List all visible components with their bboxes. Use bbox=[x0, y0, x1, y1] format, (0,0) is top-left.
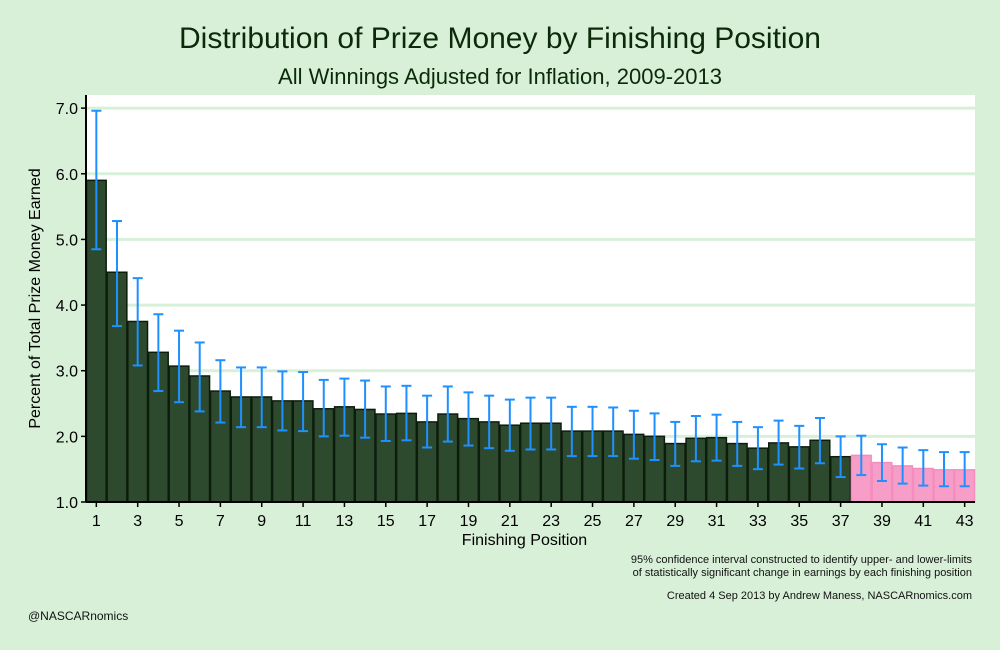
x-tick-label: 39 bbox=[873, 513, 891, 530]
chart-title: Distribution of Prize Money by Finishing… bbox=[179, 22, 821, 55]
error-bar bbox=[318, 378, 329, 438]
x-tick-label: 13 bbox=[336, 513, 354, 530]
x-tick-label: 19 bbox=[460, 513, 478, 530]
error-bar bbox=[277, 370, 288, 432]
error-bar bbox=[525, 396, 536, 451]
x-tick-label: 35 bbox=[790, 513, 808, 530]
created-credit: Created 4 Sep 2013 by Andrew Maness, NAS… bbox=[666, 590, 972, 602]
error-bar bbox=[132, 277, 143, 367]
x-tick-label: 15 bbox=[377, 513, 395, 530]
error-bar bbox=[711, 413, 722, 462]
x-tick-label: 29 bbox=[666, 513, 684, 530]
error-bar bbox=[587, 405, 598, 458]
error-bar bbox=[794, 424, 805, 470]
x-axis-label: Finishing Position bbox=[462, 532, 587, 549]
error-bar bbox=[442, 385, 453, 443]
error-bar bbox=[918, 449, 929, 487]
x-tick-label: 3 bbox=[133, 513, 142, 530]
error-bar bbox=[856, 434, 867, 477]
error-bar bbox=[608, 406, 619, 458]
y-tick-label: 3.0 bbox=[56, 364, 78, 381]
error-bar bbox=[649, 412, 660, 461]
y-tick-label: 5.0 bbox=[56, 232, 78, 249]
twitter-handle: @NASCARnomics bbox=[28, 609, 129, 623]
error-bar bbox=[876, 443, 887, 482]
error-bar bbox=[628, 409, 639, 460]
error-bar bbox=[732, 420, 743, 467]
error-bar bbox=[504, 398, 515, 452]
error-bar bbox=[339, 377, 350, 437]
error-bar bbox=[422, 394, 433, 449]
error-bar bbox=[463, 391, 474, 447]
x-tick-label: 7 bbox=[216, 513, 225, 530]
error-bar bbox=[194, 341, 205, 413]
error-bar bbox=[153, 313, 164, 393]
error-bar bbox=[256, 366, 267, 429]
error-bar bbox=[298, 371, 309, 433]
x-tick-label: 37 bbox=[832, 513, 850, 530]
error-bar bbox=[938, 451, 949, 488]
error-bar bbox=[546, 396, 557, 451]
error-bar bbox=[112, 220, 123, 328]
error-bar bbox=[752, 426, 763, 471]
error-bar bbox=[236, 366, 247, 429]
error-bar bbox=[360, 379, 371, 439]
error-bar bbox=[91, 109, 102, 251]
x-tick-label: 21 bbox=[501, 513, 519, 530]
error-bar bbox=[897, 446, 908, 485]
error-bar bbox=[670, 420, 681, 467]
x-tick-label: 25 bbox=[584, 513, 602, 530]
error-bar bbox=[690, 415, 701, 463]
x-tick-label: 33 bbox=[749, 513, 767, 530]
x-tick-label: 17 bbox=[418, 513, 436, 530]
x-tick-label: 41 bbox=[914, 513, 932, 530]
ci-note-line1: 95% confidence interval constructed to i… bbox=[630, 554, 972, 566]
error-bar bbox=[174, 329, 185, 404]
x-tick-label: 31 bbox=[708, 513, 726, 530]
error-bar bbox=[959, 451, 970, 488]
x-tick-label: 23 bbox=[542, 513, 560, 530]
error-bar bbox=[401, 384, 412, 442]
y-tick-label: 7.0 bbox=[56, 101, 78, 118]
error-bar bbox=[380, 385, 391, 442]
error-bar bbox=[484, 394, 495, 450]
y-tick-label: 2.0 bbox=[56, 429, 78, 446]
ci-note-line2: of statistically significant change in e… bbox=[632, 567, 972, 579]
y-axis-label: Percent of Total Prize Money Earned bbox=[27, 168, 44, 428]
x-tick-label: 9 bbox=[257, 513, 266, 530]
error-bar bbox=[814, 416, 825, 465]
y-tick-label: 4.0 bbox=[56, 298, 78, 315]
error-bar bbox=[773, 419, 784, 466]
error-bar bbox=[215, 359, 226, 424]
y-tick-label: 6.0 bbox=[56, 167, 78, 184]
x-tick-label: 1 bbox=[92, 513, 101, 530]
x-tick-label: 5 bbox=[175, 513, 184, 530]
x-tick-label: 11 bbox=[295, 513, 312, 530]
x-tick-label: 27 bbox=[625, 513, 643, 530]
error-bar bbox=[566, 405, 577, 458]
x-tick-label: 43 bbox=[956, 513, 974, 530]
chart-subtitle: All Winnings Adjusted for Inflation, 200… bbox=[278, 64, 722, 89]
y-tick-label: 1.0 bbox=[56, 495, 78, 512]
error-bar bbox=[835, 435, 846, 479]
